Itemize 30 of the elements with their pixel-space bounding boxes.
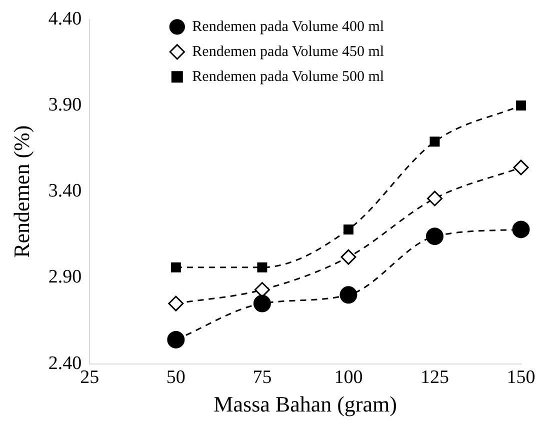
point <box>168 296 184 312</box>
point <box>513 160 529 176</box>
y-tick-label: 3.90 <box>48 94 82 116</box>
legend-label: Rendemen pada Volume 500 ml <box>192 68 384 85</box>
x-tick-label: 50 <box>166 367 186 388</box>
x-tick-label: 125 <box>420 367 449 388</box>
point <box>253 294 271 312</box>
y-tick-label: 3.40 <box>48 180 82 202</box>
point <box>430 136 440 147</box>
point <box>426 190 442 206</box>
x-tick-label: 25 <box>80 367 100 388</box>
point <box>512 220 530 238</box>
point <box>343 224 354 234</box>
point <box>426 228 444 246</box>
legend-label: Rendemen pada Volume 400 ml <box>192 18 384 35</box>
point <box>170 262 181 272</box>
x-tick-label: 75 <box>252 367 272 388</box>
point <box>167 330 185 348</box>
y-tick-label: 2.90 <box>48 266 82 288</box>
x-axis-title: Massa Bahan (gram) <box>214 392 397 417</box>
y-tick-label: 2.40 <box>48 352 82 374</box>
y-axis-title: Rendemen (%) <box>8 125 34 258</box>
point <box>516 100 526 110</box>
x-tick-label: 150 <box>506 367 536 388</box>
point <box>340 286 358 304</box>
x-tick-label: 100 <box>334 367 363 388</box>
point <box>257 262 268 272</box>
y-tick-label: 4.40 <box>48 8 82 30</box>
legend-label: Rendemen pada Volume 450 ml <box>192 44 384 60</box>
point <box>340 249 356 265</box>
